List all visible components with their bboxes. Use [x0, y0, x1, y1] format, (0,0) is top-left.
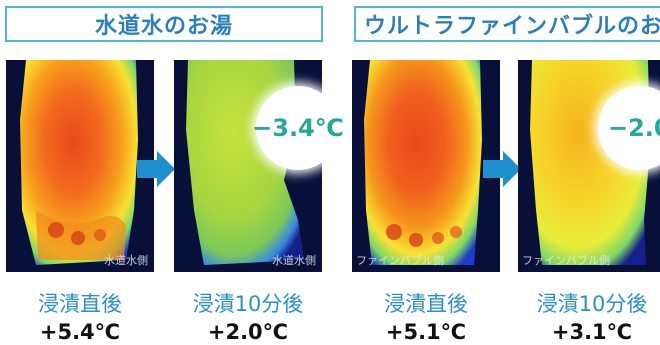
difference-badge: −3.4℃ [252, 86, 344, 170]
caption-before: 浸漬直後 [384, 292, 468, 316]
value-before: +5.1℃ [385, 320, 467, 344]
fine-bubble-header: ウルトラファインバブルのお湯 [354, 6, 660, 42]
thermal-stamp: ファインバブル側 [356, 254, 444, 267]
thermal-stamp: 水道水側 [272, 254, 316, 267]
tap-water-header: 水道水のお湯 [5, 6, 323, 42]
value-before: +5.4℃ [39, 320, 121, 344]
caption-after: 浸漬10分後 [536, 292, 648, 316]
arrow-right-icon [137, 151, 175, 187]
thermal-image-tap-before: 水道水側 [6, 60, 154, 272]
value-after: +2.0℃ [207, 320, 289, 344]
value-after: +3.1℃ [551, 320, 633, 344]
thermal-stamp: 水道水側 [104, 254, 148, 267]
thermal-image-bubble-before: ファインバブル側 [352, 60, 500, 272]
arrow-right-icon [483, 151, 521, 187]
difference-badge: −2.0℃ [598, 86, 660, 170]
tap-water-group: 水道水のお湯 水道水側 [5, 6, 344, 344]
caption-before: 浸漬直後 [38, 292, 122, 316]
caption-after: 浸漬10分後 [192, 292, 304, 316]
fine-bubble-group: ウルトラファインバブルのお湯 ファインバブル側 [330, 0, 660, 345]
thermal-stamp: ファインバブル側 [522, 254, 610, 267]
